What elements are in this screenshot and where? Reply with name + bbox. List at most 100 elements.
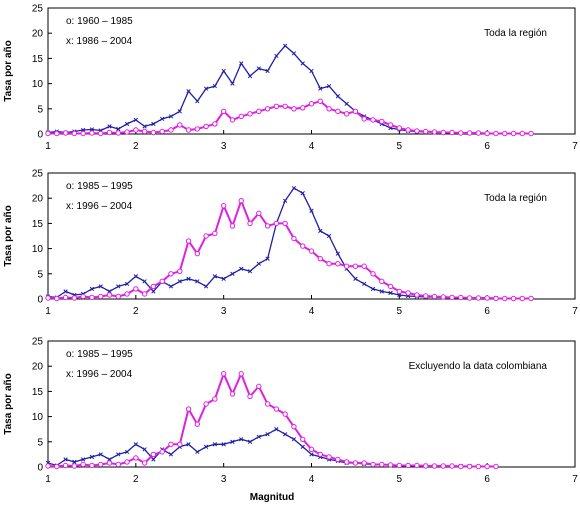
data-point bbox=[247, 439, 253, 444]
data-point bbox=[133, 117, 138, 123]
legend-entry: x: 1996 – 2004 bbox=[66, 369, 133, 380]
panel-annotation: Toda la región bbox=[484, 28, 547, 39]
data-point bbox=[344, 101, 349, 106]
x-tick-label: 5 bbox=[397, 306, 403, 317]
data-point bbox=[63, 457, 68, 462]
series-line-2 bbox=[47, 199, 532, 300]
data-point bbox=[528, 295, 534, 302]
data-point bbox=[282, 43, 288, 48]
data-point bbox=[168, 127, 174, 133]
data-point bbox=[124, 459, 130, 465]
data-point bbox=[396, 288, 403, 295]
data-point bbox=[326, 454, 332, 460]
data-point bbox=[309, 452, 314, 457]
x-tick-label: 4 bbox=[309, 474, 315, 485]
data-point bbox=[326, 261, 332, 267]
panel-annotation: Excluyendo la data colombiana bbox=[409, 361, 548, 372]
data-point bbox=[116, 284, 121, 289]
data-point bbox=[379, 289, 384, 294]
data-point bbox=[256, 261, 261, 266]
data-point bbox=[431, 129, 438, 135]
data-point bbox=[229, 391, 236, 397]
data-point bbox=[449, 463, 455, 469]
data-point bbox=[335, 94, 341, 99]
series-line-1 bbox=[47, 428, 496, 468]
data-point bbox=[493, 130, 499, 137]
data-point bbox=[282, 198, 288, 203]
x-tick-label: 3 bbox=[221, 474, 227, 485]
data-point bbox=[370, 461, 376, 468]
x-tick-label: 7 bbox=[572, 306, 578, 317]
y-tick-label: 25 bbox=[32, 169, 44, 180]
data-point bbox=[150, 283, 157, 290]
data-point bbox=[326, 233, 332, 239]
data-point bbox=[177, 268, 183, 274]
data-point bbox=[387, 283, 394, 290]
series-line-1 bbox=[47, 45, 532, 135]
y-tick-label: 10 bbox=[32, 412, 44, 423]
data-point bbox=[151, 457, 156, 462]
x-tick-label: 4 bbox=[309, 306, 315, 317]
data-point bbox=[168, 441, 174, 448]
data-point bbox=[212, 230, 218, 237]
data-point bbox=[133, 286, 139, 292]
y-tick-label: 15 bbox=[32, 54, 44, 65]
data-point bbox=[133, 455, 139, 461]
data-point bbox=[45, 130, 51, 137]
data-point bbox=[291, 437, 297, 442]
data-point bbox=[273, 406, 280, 412]
data-point bbox=[291, 106, 297, 112]
data-point bbox=[388, 290, 393, 296]
data-point bbox=[440, 463, 446, 469]
data-point bbox=[256, 383, 262, 390]
data-point bbox=[370, 271, 376, 277]
data-point bbox=[256, 434, 261, 439]
data-point bbox=[106, 460, 113, 466]
x-tick-label: 5 bbox=[397, 474, 403, 485]
data-point bbox=[353, 276, 358, 281]
x-tick-label: 6 bbox=[484, 474, 490, 485]
data-point bbox=[150, 451, 157, 458]
data-point bbox=[317, 255, 323, 262]
data-point bbox=[194, 126, 201, 132]
data-point bbox=[343, 263, 350, 269]
data-point bbox=[431, 293, 438, 300]
y-tick-label: 0 bbox=[37, 130, 43, 141]
data-point bbox=[106, 292, 113, 298]
data-point bbox=[98, 293, 104, 300]
data-point bbox=[89, 462, 95, 469]
data-point bbox=[379, 278, 385, 285]
data-point bbox=[185, 238, 192, 244]
data-point bbox=[203, 284, 209, 289]
data-point bbox=[229, 117, 236, 123]
data-point bbox=[239, 61, 244, 66]
data-point bbox=[80, 461, 86, 468]
data-point bbox=[274, 53, 279, 59]
data-point bbox=[247, 220, 253, 227]
data-point bbox=[370, 117, 376, 123]
data-point bbox=[229, 223, 236, 229]
data-point bbox=[387, 462, 394, 468]
data-point bbox=[89, 130, 95, 136]
y-tick-label: 0 bbox=[37, 295, 43, 306]
data-point bbox=[62, 294, 69, 301]
data-point bbox=[343, 459, 350, 465]
data-point bbox=[168, 114, 174, 119]
data-point bbox=[335, 261, 341, 267]
data-point bbox=[335, 251, 341, 256]
data-point bbox=[396, 125, 403, 131]
data-point bbox=[63, 289, 68, 294]
x-tick-label: 1 bbox=[45, 141, 51, 152]
data-point bbox=[238, 198, 244, 204]
data-point bbox=[151, 121, 156, 127]
data-point bbox=[291, 423, 297, 430]
data-point bbox=[256, 108, 262, 115]
data-point bbox=[274, 427, 279, 432]
x-tick-label: 4 bbox=[309, 141, 315, 152]
data-point bbox=[106, 129, 113, 136]
data-point bbox=[98, 461, 104, 468]
data-point bbox=[291, 185, 297, 191]
data-point bbox=[335, 108, 341, 115]
data-point bbox=[414, 462, 420, 469]
data-point bbox=[186, 89, 191, 94]
